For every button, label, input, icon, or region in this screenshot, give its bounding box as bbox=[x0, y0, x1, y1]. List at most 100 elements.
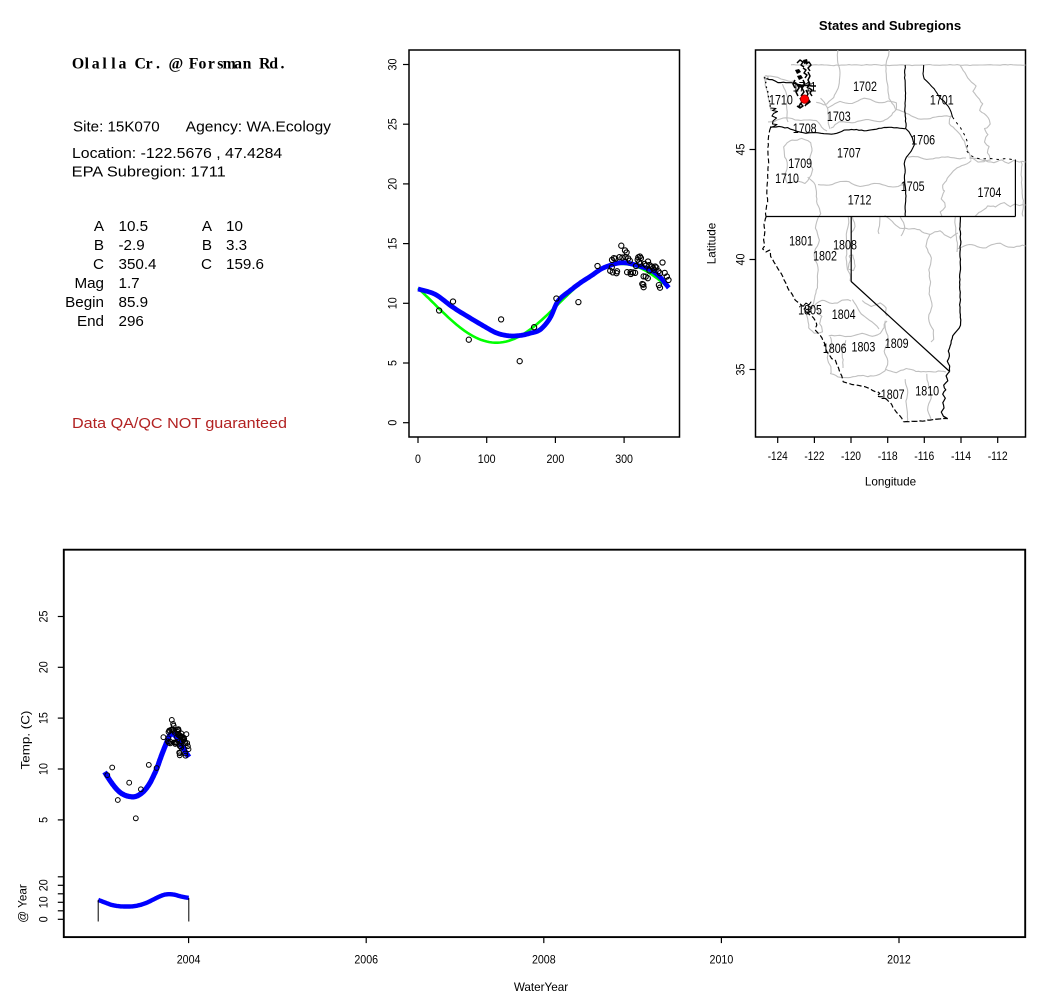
svg-text:15: 15 bbox=[36, 712, 50, 724]
svg-text:1809: 1809 bbox=[885, 336, 909, 351]
svg-text:300: 300 bbox=[615, 452, 633, 466]
svg-text:l: l bbox=[111, 55, 116, 72]
svg-text:1711: 1711 bbox=[793, 80, 817, 95]
svg-text:1710: 1710 bbox=[769, 92, 793, 107]
svg-text:1803: 1803 bbox=[852, 339, 876, 354]
svg-text:R: R bbox=[259, 55, 271, 72]
svg-text:1708: 1708 bbox=[793, 121, 817, 136]
svg-text:0: 0 bbox=[36, 916, 50, 922]
svg-text:1805: 1805 bbox=[798, 303, 822, 318]
svg-text:n: n bbox=[243, 55, 252, 72]
svg-text:1804: 1804 bbox=[832, 307, 856, 322]
svg-text:0: 0 bbox=[385, 420, 399, 426]
svg-text:@ Year: @ Year bbox=[17, 884, 30, 923]
svg-text:Mag: Mag bbox=[74, 275, 104, 292]
svg-text:1712: 1712 bbox=[848, 192, 872, 207]
svg-text:.: . bbox=[281, 55, 285, 72]
svg-text:Agency: WA.Ecology: Agency: WA.Ecology bbox=[186, 118, 332, 135]
svg-text:2010: 2010 bbox=[710, 953, 734, 967]
svg-text:-124: -124 bbox=[768, 449, 788, 463]
svg-text:3.3: 3.3 bbox=[226, 237, 247, 254]
svg-text:-112: -112 bbox=[988, 449, 1008, 463]
svg-text:10: 10 bbox=[36, 763, 50, 775]
svg-text:B: B bbox=[202, 237, 212, 254]
svg-text:r: r bbox=[146, 55, 153, 72]
svg-text:5: 5 bbox=[36, 817, 50, 823]
svg-text:C: C bbox=[201, 256, 212, 273]
svg-text:Temp. (C): Temp. (C) bbox=[19, 710, 32, 769]
svg-text:1707: 1707 bbox=[837, 145, 861, 160]
svg-text:35: 35 bbox=[733, 363, 747, 375]
svg-text:20: 20 bbox=[36, 879, 50, 891]
svg-text:a: a bbox=[234, 55, 242, 72]
svg-text:350.4: 350.4 bbox=[119, 256, 157, 273]
svg-text:1810: 1810 bbox=[915, 384, 939, 399]
svg-text:-120: -120 bbox=[841, 449, 861, 463]
svg-text:0: 0 bbox=[415, 452, 421, 466]
svg-text:10: 10 bbox=[36, 896, 50, 908]
svg-text:1802: 1802 bbox=[813, 249, 837, 264]
svg-text:States and Subregions: States and Subregions bbox=[819, 18, 961, 33]
svg-text:1801: 1801 bbox=[789, 234, 813, 249]
svg-text:1701: 1701 bbox=[930, 92, 954, 107]
svg-text:30: 30 bbox=[385, 58, 399, 70]
svg-text:10: 10 bbox=[226, 218, 243, 235]
svg-text:1808: 1808 bbox=[833, 238, 857, 253]
svg-text:m: m bbox=[223, 55, 236, 72]
svg-text:C: C bbox=[93, 256, 104, 273]
svg-text:l: l bbox=[102, 55, 107, 72]
svg-text:1704: 1704 bbox=[978, 185, 1002, 200]
svg-text:o: o bbox=[199, 55, 207, 72]
svg-text:200: 200 bbox=[547, 452, 565, 466]
svg-text:2006: 2006 bbox=[354, 953, 378, 967]
svg-text:a: a bbox=[92, 55, 100, 72]
svg-text:Begin: Begin bbox=[65, 294, 104, 311]
svg-text:WaterYear: WaterYear bbox=[514, 981, 568, 994]
svg-text:@: @ bbox=[168, 55, 183, 72]
svg-text:F: F bbox=[189, 55, 199, 72]
svg-text:End: End bbox=[77, 313, 104, 330]
svg-text:l: l bbox=[85, 55, 90, 72]
svg-text:15: 15 bbox=[385, 237, 399, 249]
svg-text:1709: 1709 bbox=[788, 156, 812, 171]
svg-text:1710: 1710 bbox=[775, 171, 799, 186]
svg-text:2004: 2004 bbox=[177, 953, 201, 967]
svg-text:Site: 15K070: Site: 15K070 bbox=[73, 118, 160, 135]
svg-text:O: O bbox=[72, 55, 84, 72]
svg-text:Location: -122.5676 , 47.4284: Location: -122.5676 , 47.4284 bbox=[72, 145, 282, 162]
svg-text:1702: 1702 bbox=[853, 79, 877, 94]
svg-text:EPA Subregion: 1711: EPA Subregion: 1711 bbox=[72, 164, 226, 181]
svg-text:25: 25 bbox=[36, 610, 50, 622]
svg-text:1807: 1807 bbox=[881, 387, 905, 402]
svg-text:Data QA/QC NOT guaranteed: Data QA/QC NOT guaranteed bbox=[72, 415, 287, 432]
svg-text:-114: -114 bbox=[951, 449, 971, 463]
svg-text:1703: 1703 bbox=[827, 109, 851, 124]
svg-text:1706: 1706 bbox=[911, 133, 935, 148]
svg-text:2012: 2012 bbox=[887, 953, 911, 967]
svg-text:5: 5 bbox=[385, 360, 399, 366]
svg-text:A: A bbox=[94, 218, 105, 235]
svg-text:10.5: 10.5 bbox=[119, 218, 149, 235]
svg-text:1.7: 1.7 bbox=[119, 275, 140, 292]
svg-text:100: 100 bbox=[478, 452, 496, 466]
svg-text:2008: 2008 bbox=[532, 953, 556, 967]
svg-text:d: d bbox=[269, 55, 278, 72]
svg-text:1705: 1705 bbox=[901, 179, 925, 194]
svg-text:20: 20 bbox=[36, 661, 50, 673]
svg-text:A: A bbox=[202, 218, 213, 235]
svg-text:C: C bbox=[134, 55, 145, 72]
svg-text:159.6: 159.6 bbox=[226, 256, 264, 273]
svg-text:1806: 1806 bbox=[823, 341, 847, 356]
svg-text:-2.9: -2.9 bbox=[119, 237, 145, 254]
svg-text:25: 25 bbox=[385, 118, 399, 130]
svg-text:296: 296 bbox=[119, 313, 144, 330]
svg-text:a: a bbox=[118, 55, 126, 72]
svg-text:Longitude: Longitude bbox=[865, 476, 916, 489]
svg-text:20: 20 bbox=[385, 178, 399, 190]
svg-text:10: 10 bbox=[385, 297, 399, 309]
svg-text:B: B bbox=[94, 237, 104, 254]
svg-text:.: . bbox=[156, 55, 160, 72]
svg-text:45: 45 bbox=[733, 143, 747, 155]
svg-text:85.9: 85.9 bbox=[119, 294, 149, 311]
svg-text:-118: -118 bbox=[878, 449, 898, 463]
